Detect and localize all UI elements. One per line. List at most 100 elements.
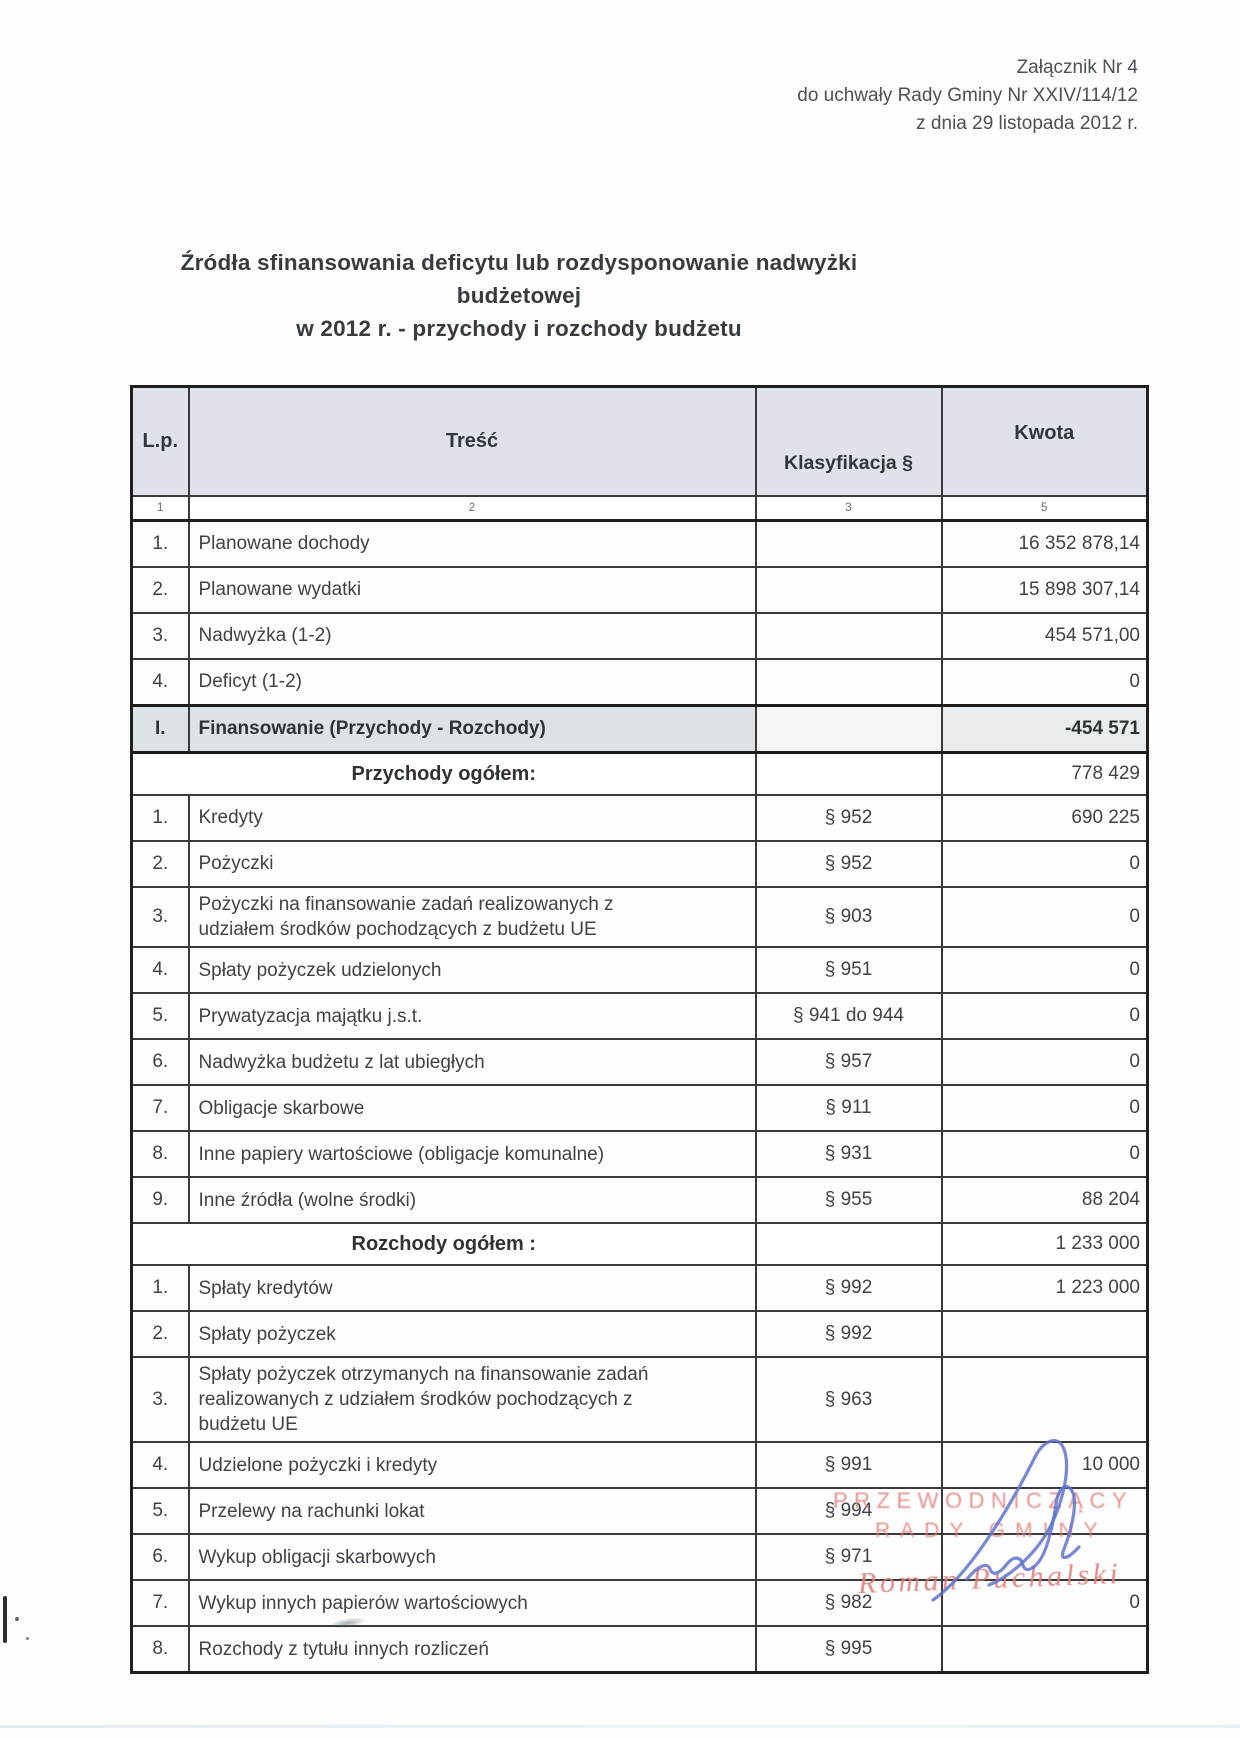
cell-tresc: Spłaty pożyczek [187,1310,757,1359]
cell-tresc: Udzielone pożyczki i kredyty [187,1441,757,1490]
attachment-note: Załącznik Nr 4 do uchwały Rady Gminy Nr … [797,54,1138,138]
cell-klasyfikacja: § 955 [754,1176,943,1225]
signature-area: PRZEWODNICZĄCY RADY GMINY Roman Puchalsk… [800,1420,1220,1650]
cell-lp: 8. [130,1625,190,1674]
cell-kwota: 0 [940,840,1149,888]
cell-kwota: 1 223 000 [940,1264,1149,1313]
table-row: 6. Nadwyżka budżetu z lat ubiegłych § 957 0 [130,1038,1149,1087]
header-row: L.p. Treść Klasyfikacja § Kwota [130,385,1149,497]
table-row: 3. Pożyczki na finansowanie zadań realizo… [130,885,1149,949]
table-row: 7. Obligacje skarbowe § 911 0 [130,1084,1149,1133]
page-title: Źródła sfinansowania deficytu lub rozdys… [130,246,908,345]
page-title-line2: w 2012 r. - przychody i rozchody budżetu [296,316,742,341]
table-row: 8. Inne papiery wartościowe (obligacje ko… [130,1130,1149,1179]
column-number: 3 [754,495,943,522]
cell-klasyfikacja: § 963 [754,1356,943,1444]
cell-kwota: 0 [940,1038,1149,1087]
cell-tresc: Obligacje skarbowe [187,1084,757,1133]
stamp-title-line1: PRZEWODNICZĄCY [833,1488,1133,1513]
cell-tresc: Inne papiery wartościowe (obligacje komu… [187,1130,757,1179]
cell-kwota: 0 [940,885,1149,949]
cell-lp: 5. [130,1487,190,1536]
cell-lp: 6. [130,1038,190,1087]
scan-artifact-dot [26,1637,29,1640]
cell-klasyfikacja [754,751,943,796]
cell-kwota: 0 [940,1130,1149,1179]
attachment-line: Załącznik Nr 4 [1016,57,1138,78]
cell-tresc: Nadwyżka (1-2) [187,612,757,660]
cell-lp: 2. [130,566,190,614]
cell-kwota: 778 429 [940,751,1149,796]
cell-tresc: Spłaty pożyczek otrzymanych na finansowa… [187,1356,757,1444]
cell-kwota: 10 000 [940,1441,1149,1490]
cell-lp: 3. [130,612,190,660]
cell-tresc: Pożyczki [187,840,757,888]
cell-klasyfikacja: § 957 [754,1038,943,1087]
table-row: 7. Wykup innych papierów wartościowych § 9… [130,1579,1149,1628]
table-row: 2. Planowane wydatki 15 898 307,14 [130,566,1149,614]
cell-klasyfikacja: § 982 [754,1579,943,1628]
cell-lp: 3. [130,885,190,949]
budget-table-body: 1. Planowane dochody 16 352 878,14 2. Planow… [130,519,1149,1674]
table-row: I. Finansowanie (Przychody - Rozchody) -45… [130,704,1149,754]
table-row: Rozchody ogółem : 1 233 000 [130,1222,1149,1267]
cell-lp: 3. [130,1356,190,1444]
cell-klasyfikacja [754,519,943,568]
column-number: 1 [130,495,190,522]
column-number: 2 [187,495,757,522]
budget-table: L.p. Treść Klasyfikacja § Kwota 1 2 3 5 … [130,385,1149,1675]
table-row: 1. Spłaty kredytów § 992 1 223 000 [130,1264,1149,1313]
cell-tresc: Prywatyzacja majątku j.s.t. [187,992,757,1041]
cell-kwota [940,1625,1149,1674]
scan-artifact-edge-mark [3,1596,7,1643]
cell-lp: 7. [130,1084,190,1133]
cell-klasyfikacja [754,612,943,660]
table-row: Przychody ogółem: 778 429 [130,751,1149,796]
cell-lp: 7. [130,1579,190,1628]
scan-artifact-dot [15,1617,19,1621]
cell-kwota: 0 [940,658,1149,707]
cell-klasyfikacja: § 994 [754,1487,943,1536]
cell-tresc: Rozchody z tytułu innych rozliczeń [187,1625,757,1674]
table-header: L.p. Treść Klasyfikacja § Kwota 1 2 3 5 [130,385,1149,522]
cell-tresc: Inne źródła (wolne środki) [187,1176,757,1225]
column-header-tresc: Treść [187,385,757,497]
attachment-line: do uchwały Rady Gminy Nr XXIV/114/12 [797,85,1138,106]
section-total-label: Przychody ogółem: [130,751,757,796]
section-total-label: Rozchody ogółem : [130,1222,757,1267]
cell-lp: 4. [130,946,190,995]
column-header-lp: L.p. [130,385,190,497]
cell-klasyfikacja: § 971 [754,1533,943,1582]
cell-lp: 4. [130,658,190,707]
cell-tresc: Planowane wydatki [187,566,757,614]
cell-klasyfikacja: § 992 [754,1264,943,1313]
cell-klasyfikacja: § 911 [754,1084,943,1133]
table-row: 8. Rozchody z tytułu innych rozliczeń § 99… [130,1625,1149,1674]
cell-klasyfikacja: § 941 do 944 [754,992,943,1041]
cell-klasyfikacja: § 992 [754,1310,943,1359]
table-row: 5. Prywatyzacja majątku j.s.t. § 941 do 94… [130,992,1149,1041]
cell-kwota: 16 352 878,14 [940,519,1149,568]
cell-lp: 2. [130,840,190,888]
handwritten-signature-ink [931,1439,1081,1602]
cell-lp: 5. [130,992,190,1041]
cell-tresc: Spłaty pożyczek udzielonych [187,946,757,995]
table-row: 4. Deficyt (1-2) 0 [130,658,1149,707]
table-row: 2. Spłaty pożyczek § 992 [130,1310,1149,1359]
table-row: 3. Nadwyżka (1-2) 454 571,00 [130,612,1149,660]
cell-klasyfikacja [754,1222,943,1267]
cell-klasyfikacja: § 951 [754,946,943,995]
page-title-line1: Źródła sfinansowania deficytu lub rozdys… [180,250,858,308]
cell-klasyfikacja: § 991 [754,1441,943,1490]
table-row: 9. Inne źródła (wolne środki) § 955 88 204 [130,1176,1149,1225]
cell-klasyfikacja: § 931 [754,1130,943,1179]
cell-klasyfikacja [754,704,943,754]
cell-kwota: 0 [940,1579,1149,1628]
cell-kwota: 15 898 307,14 [940,566,1149,614]
table-row: 1. Planowane dochody 16 352 878,14 [130,519,1149,568]
stamp-title-line2: RADY GMINY [875,1519,1108,1542]
scan-artifact-bottom-line [0,1725,1240,1728]
cell-lp: 8. [130,1130,190,1179]
table-row: 2. Pożyczki § 952 0 [130,840,1149,888]
